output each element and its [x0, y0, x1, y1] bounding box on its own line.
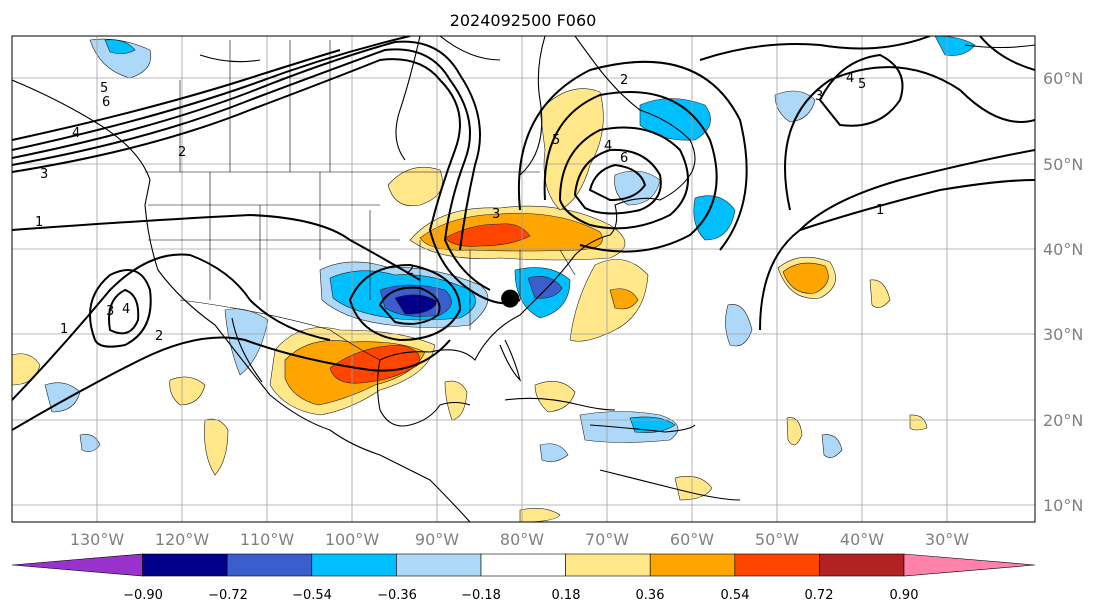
colorbar-tick-label: −0.72 — [208, 588, 248, 603]
lon-label: 70°W — [585, 530, 629, 549]
lon-label: 110°W — [240, 530, 295, 549]
colorbar-tick-label: 0.90 — [890, 588, 919, 603]
contour-label: 2 — [406, 263, 414, 278]
contour-label: 3 — [492, 207, 500, 222]
colorbar-tick-label: −0.36 — [377, 588, 417, 603]
contour-label: 4 — [604, 139, 612, 154]
colorbar-tick-label: −0.18 — [461, 588, 501, 603]
contour-label: 1 — [60, 322, 68, 337]
contour-label: 5 — [552, 133, 560, 148]
colorbar-segment — [396, 553, 482, 577]
contour-label: 2 — [178, 145, 186, 160]
colorbar-segment — [11, 553, 143, 577]
colorbar-tick-labels: −0.90 −0.72 −0.54 −0.36 −0.18 0.18 0.36 … — [123, 588, 918, 603]
contour-label: 4 — [846, 71, 854, 86]
lon-label: 130°W — [70, 530, 125, 549]
contour-label: 5 — [100, 81, 108, 96]
lon-label: 80°W — [500, 530, 544, 549]
latitude-labels: 60°N 50°N 40°N 30°N 20°N 10°N — [1043, 69, 1083, 515]
lat-label: 30°N — [1043, 325, 1083, 344]
colorbar-segment — [649, 553, 736, 577]
colorbar-tick-label: 0.72 — [805, 588, 834, 603]
colorbar-tick-label: 0.54 — [721, 588, 750, 603]
contour-label-group: 6 5 4 3 2 1 3 4 2 1 2 3 4 5 6 2 3 4 5 1 — [35, 71, 884, 344]
colorbar-segment — [142, 553, 228, 577]
lat-label: 60°N — [1043, 69, 1083, 88]
contour-label: 1 — [35, 215, 43, 230]
coastlines — [12, 36, 1035, 522]
map-area: 6 5 4 3 2 1 3 4 2 1 2 3 4 5 6 2 3 4 5 1 — [12, 36, 1035, 522]
colorbar-tick-label: 0.18 — [552, 588, 581, 603]
colorbar-segment — [565, 553, 651, 577]
lon-label: 120°W — [155, 530, 210, 549]
contour-label: 1 — [876, 203, 884, 218]
lat-label: 10°N — [1043, 496, 1083, 515]
gridlines — [12, 36, 1035, 522]
lon-label: 60°W — [670, 530, 714, 549]
lon-label: 90°W — [415, 530, 459, 549]
plot-title: 2024092500 F060 — [450, 11, 597, 30]
contour-label: 2 — [155, 329, 163, 344]
contour-label: 3 — [106, 304, 114, 319]
lon-label: 100°W — [325, 530, 380, 549]
contour-lines — [12, 36, 1035, 431]
lat-label: 40°N — [1043, 240, 1083, 259]
contour-label: 3 — [815, 89, 823, 104]
contour-label: 4 — [122, 302, 130, 317]
lat-label: 50°N — [1043, 155, 1083, 174]
longitude-labels: 130°W 120°W 110°W 100°W 90°W 80°W 70°W 6… — [70, 530, 969, 549]
lon-label: 30°W — [925, 530, 969, 549]
contour-label: 4 — [72, 126, 80, 141]
colorbar-segment — [819, 553, 905, 577]
contour-label: 3 — [40, 167, 48, 182]
colorbar-tick-label: −0.54 — [292, 588, 332, 603]
colorbar-segment — [480, 553, 566, 577]
colorbar-tick-label: 0.36 — [636, 588, 665, 603]
contour-label: 6 — [620, 151, 628, 166]
lon-label: 40°W — [840, 530, 884, 549]
anomaly-shading — [12, 36, 976, 522]
colorbar-tick-label: −0.90 — [123, 588, 163, 603]
colorbar-segment — [903, 553, 1036, 577]
colorbar-segment — [311, 553, 397, 577]
colorbar-segment — [226, 553, 313, 577]
storm-center-marker — [501, 289, 520, 308]
lat-label: 20°N — [1043, 411, 1083, 430]
map-frame — [11, 35, 1036, 523]
contour-label: 6 — [102, 95, 110, 110]
contour-label: 5 — [858, 77, 866, 92]
colorbar-segment — [734, 553, 820, 577]
colorbar — [11, 553, 1036, 577]
lon-label: 50°W — [755, 530, 799, 549]
contour-label: 2 — [620, 73, 628, 88]
